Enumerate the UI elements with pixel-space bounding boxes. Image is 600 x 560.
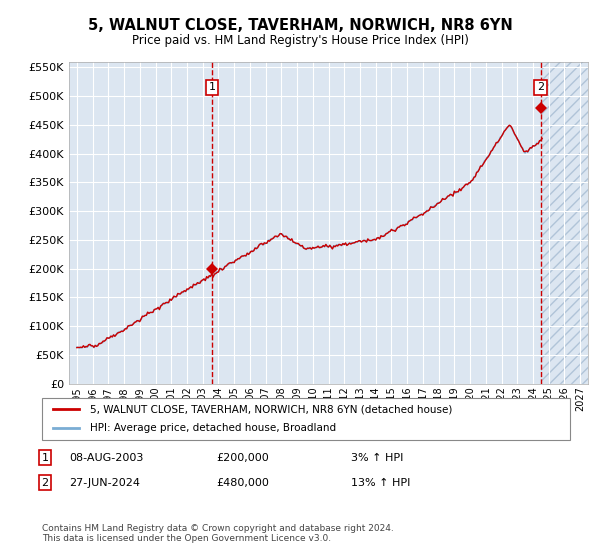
- Text: Price paid vs. HM Land Registry's House Price Index (HPI): Price paid vs. HM Land Registry's House …: [131, 34, 469, 47]
- FancyBboxPatch shape: [42, 398, 570, 440]
- Text: Contains HM Land Registry data © Crown copyright and database right 2024.
This d: Contains HM Land Registry data © Crown c…: [42, 524, 394, 543]
- Text: 1: 1: [208, 82, 215, 92]
- Text: 5, WALNUT CLOSE, TAVERHAM, NORWICH, NR8 6YN: 5, WALNUT CLOSE, TAVERHAM, NORWICH, NR8 …: [88, 18, 512, 32]
- Text: HPI: Average price, detached house, Broadland: HPI: Average price, detached house, Broa…: [89, 423, 335, 433]
- Text: 2: 2: [537, 82, 544, 92]
- Text: £480,000: £480,000: [216, 478, 269, 488]
- Text: £200,000: £200,000: [216, 452, 269, 463]
- Text: 08-AUG-2003: 08-AUG-2003: [69, 452, 143, 463]
- Text: 27-JUN-2024: 27-JUN-2024: [69, 478, 140, 488]
- Text: 3% ↑ HPI: 3% ↑ HPI: [351, 452, 403, 463]
- Text: 2: 2: [41, 478, 49, 488]
- Text: 13% ↑ HPI: 13% ↑ HPI: [351, 478, 410, 488]
- Text: 1: 1: [41, 452, 49, 463]
- Text: 5, WALNUT CLOSE, TAVERHAM, NORWICH, NR8 6YN (detached house): 5, WALNUT CLOSE, TAVERHAM, NORWICH, NR8 …: [89, 404, 452, 414]
